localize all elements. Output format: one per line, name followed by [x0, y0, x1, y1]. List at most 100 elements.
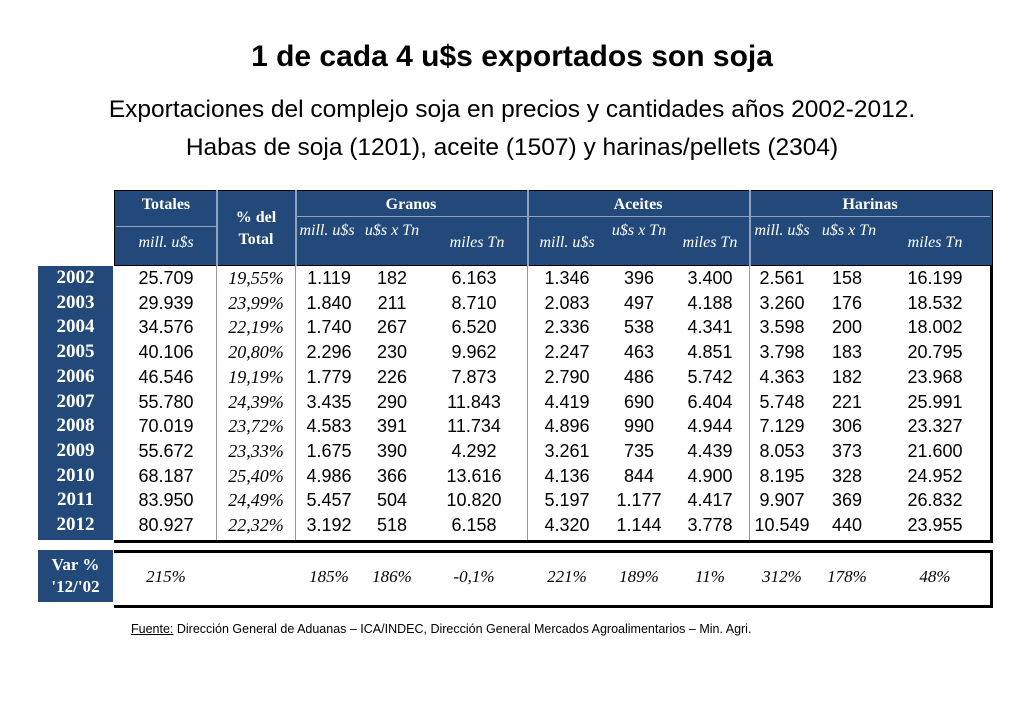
table-cell: 1.740 — [306, 317, 352, 338]
table-cell: 7.873 — [451, 366, 497, 387]
year-label: 2009 — [56, 439, 95, 461]
table-cell: 24,39% — [228, 391, 284, 412]
table-cell: 2.336 — [544, 317, 590, 338]
table-cell: 3.778 — [687, 515, 733, 535]
table-header — [114, 190, 993, 266]
var-cell: 312% — [762, 567, 802, 586]
table-cell: 290 — [376, 391, 408, 412]
table-cell: 83.950 — [138, 490, 194, 511]
table-cell: 369 — [831, 490, 863, 511]
table-cell: 4.417 — [687, 490, 733, 511]
table-cell: 10.549 — [754, 515, 810, 535]
table-cell: 183 — [831, 342, 863, 363]
table-cell: 23,99% — [228, 292, 284, 313]
header-divider — [296, 216, 990, 217]
table-cell: 29.939 — [138, 292, 194, 313]
table-cell: 373 — [831, 440, 863, 461]
table-cell: 158 — [831, 268, 863, 288]
table-cell: 504 — [376, 490, 408, 511]
table-cell: 4.320 — [544, 515, 590, 535]
table-cell: 80.927 — [138, 515, 194, 535]
table-cell: 3.435 — [306, 391, 352, 412]
var-label-line2: '12/'02 — [51, 577, 100, 596]
table-cell: 5.197 — [544, 490, 590, 511]
table-cell: 538 — [623, 317, 655, 338]
table-cell: 328 — [831, 465, 863, 486]
var-cell: 178% — [827, 567, 867, 586]
header-vdivider — [295, 190, 297, 266]
table-cell: 6.158 — [451, 515, 497, 535]
table-cell: 55.780 — [138, 391, 194, 412]
header-vdivider — [749, 190, 751, 266]
table-cell: 23.955 — [907, 515, 963, 535]
table-cell: 20.795 — [907, 342, 963, 363]
year-label: 2008 — [56, 415, 95, 437]
column-divider — [216, 266, 217, 540]
table-cell: 7.129 — [759, 416, 805, 437]
table-cell: 497 — [623, 292, 655, 313]
table-cell: 10.820 — [446, 490, 502, 511]
header-vdivider — [216, 190, 218, 266]
table-cell: 2.790 — [544, 366, 590, 387]
table-cell: 9.907 — [759, 490, 805, 511]
table-cell: 46.546 — [138, 366, 194, 387]
table-cell: 182 — [376, 268, 408, 288]
table-cell: 1.779 — [306, 366, 352, 387]
column-divider — [749, 266, 750, 540]
table-cell: 486 — [623, 366, 655, 387]
header-divider — [116, 226, 216, 227]
source-text: Dirección General de Aduanas – ICA/INDEC… — [173, 622, 752, 636]
table-cell: 990 — [623, 416, 655, 437]
table-cell: 2.561 — [759, 268, 805, 288]
table-cell: 4.986 — [306, 465, 352, 486]
aceites-us-tn: u$s x Tn — [611, 222, 667, 239]
table-cell: 440 — [831, 515, 863, 535]
table-cell: 20,80% — [228, 342, 284, 363]
table-cell: 18.532 — [907, 292, 963, 313]
table-cell: 8.710 — [451, 292, 497, 313]
table-cell: 3.598 — [759, 317, 805, 338]
table-cell: 4.341 — [687, 317, 733, 338]
table-cell: 11.734 — [447, 416, 501, 437]
table-cell: 221 — [831, 391, 863, 412]
var-label-line1: Var % — [51, 555, 100, 574]
table-cell: 2.247 — [544, 342, 590, 363]
table-cell: 391 — [376, 416, 408, 437]
table-cell: 1.144 — [616, 515, 662, 535]
var-cell: 185% — [309, 567, 349, 586]
table-cell: 22,32% — [228, 515, 284, 535]
table-cell: 4.583 — [306, 416, 352, 437]
table-cell: 3.798 — [759, 342, 805, 363]
header-totales-unit: mill. u$s — [138, 234, 194, 251]
table-cell: 844 — [623, 465, 655, 486]
table-cell: 24.952 — [907, 465, 963, 486]
table-cell: 4.136 — [544, 465, 590, 486]
table-cell: 26.832 — [907, 490, 963, 511]
year-column — [38, 266, 113, 540]
table-cell: 3.400 — [687, 268, 733, 288]
table-cell: 4.188 — [687, 292, 733, 313]
table-cell: 11.843 — [447, 391, 501, 412]
table-cell: 226 — [376, 366, 408, 387]
table-cell: 4.900 — [687, 465, 733, 486]
header-harinas: Harinas — [842, 196, 898, 213]
var-cell: 48% — [919, 567, 951, 586]
column-divider — [295, 266, 296, 540]
table-cell: 3.192 — [306, 515, 352, 535]
year-label: 2012 — [56, 514, 95, 535]
table-cell: 55.672 — [138, 440, 194, 461]
year-label: 2004 — [56, 316, 95, 338]
header-granos: Granos — [385, 196, 437, 213]
year-label: 2011 — [57, 489, 94, 511]
var-label: Var % '12/'02 — [38, 550, 113, 602]
table-cell: 21.600 — [907, 440, 963, 461]
var-cell: 189% — [619, 567, 659, 586]
table-cell: 518 — [376, 515, 408, 535]
header-totales: Totales — [141, 196, 191, 213]
table-cell: 1.119 — [307, 268, 351, 288]
subtitle-line-2: Habas de soja (1201), aceite (1507) y ha… — [185, 134, 839, 161]
table-cell: 25.709 — [138, 268, 194, 288]
table-cell: 396 — [623, 268, 655, 288]
header-vdivider — [527, 190, 529, 266]
table-cell: 24,49% — [228, 490, 284, 511]
